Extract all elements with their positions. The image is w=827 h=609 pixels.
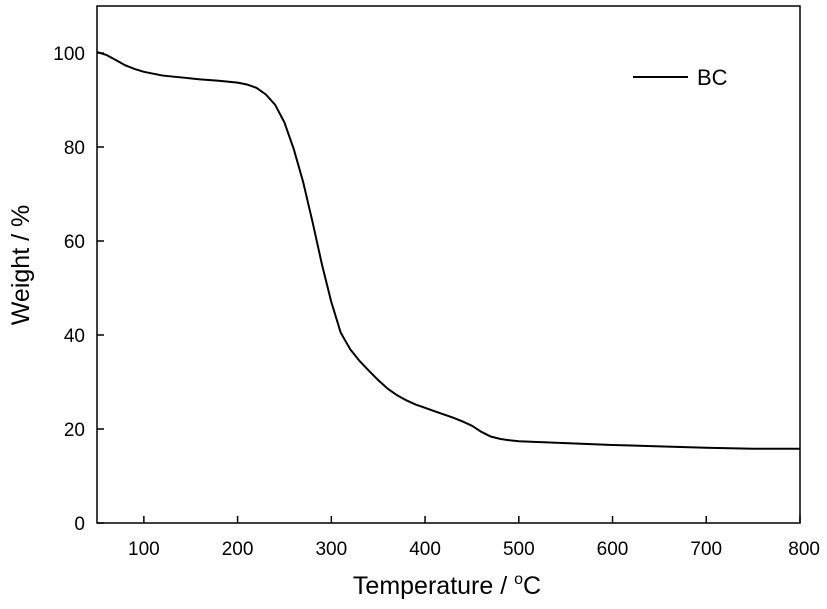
x-tick-label-400: 400 [409,539,441,560]
legend: BC [633,65,728,90]
x-tick-label-800: 800 [788,539,820,560]
x-tick-label-200: 200 [222,539,254,560]
x-tick-label-600: 600 [597,539,629,560]
y-tick-label-40: 40 [64,326,85,347]
y-tick-label-20: 20 [64,420,85,441]
y-tick-label-80: 80 [64,138,85,159]
series-line-bc [96,51,800,450]
x-tick-label-500: 500 [503,539,535,560]
legend-label-bc: BC [697,65,728,90]
x-tick-label-700: 700 [690,539,722,560]
y-tick-label-0: 0 [74,514,85,535]
x-tick-label-100: 100 [128,539,160,560]
x-axis-label: Temperature / oC [353,571,541,600]
ticks-layer: 100 200 300 400 500 600 700 800 0 20 40 60 80 100 [53,44,820,560]
y-axis-label: Weight / % [7,205,35,325]
plot-frame [96,5,801,524]
y-tick-label-100: 100 [53,44,85,65]
y-tick-label-60: 60 [64,232,85,253]
x-tick-label-300: 300 [315,539,347,560]
